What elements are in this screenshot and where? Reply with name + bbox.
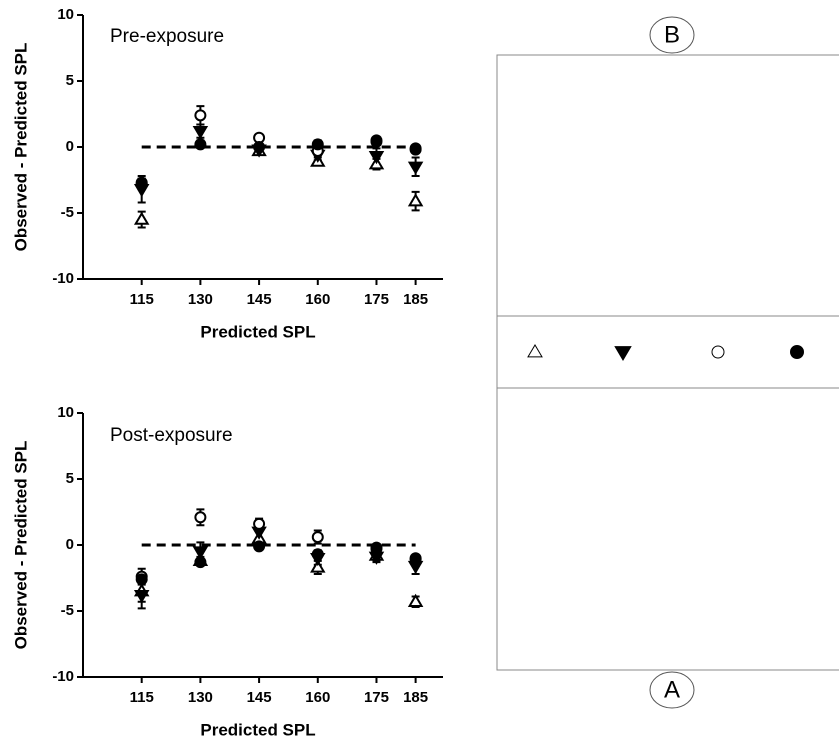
y-tick-label: -5 [61, 204, 74, 221]
panel-label: B [664, 21, 680, 48]
legend-marker [614, 346, 632, 361]
marker [194, 138, 207, 151]
x-tick-label: 145 [247, 291, 272, 308]
x-tick-label: 175 [364, 689, 389, 706]
marker [194, 511, 207, 524]
marker [192, 546, 209, 560]
x-tick-label: 115 [130, 291, 154, 308]
x-tick-label: 160 [305, 291, 330, 308]
chart-title: Pre-exposure [110, 26, 224, 47]
marker [370, 542, 383, 555]
marker [194, 556, 207, 569]
y-tick-label: -10 [52, 270, 74, 287]
y-tick-label: 0 [66, 138, 74, 155]
marker [311, 548, 324, 561]
marker [192, 125, 209, 140]
marker [407, 593, 424, 607]
x-tick-label: 115 [130, 689, 154, 706]
x-axis-label: Predicted SPL [200, 322, 315, 341]
legend-marker [711, 345, 725, 359]
diagram-box [496, 54, 839, 671]
y-tick-label: -5 [61, 602, 74, 619]
marker [133, 211, 150, 225]
x-tick-label: 130 [188, 291, 213, 308]
x-tick-label: 160 [305, 689, 330, 706]
marker [194, 109, 207, 122]
y-tick-label: 5 [66, 470, 74, 487]
y-axis-label: Observed - Predicted SPL [11, 43, 30, 252]
y-tick-label: 5 [66, 72, 74, 89]
marker [253, 517, 266, 530]
y-tick-label: 10 [57, 6, 74, 23]
x-tick-label: 185 [403, 689, 428, 706]
chart-title: Post-exposure [110, 425, 233, 446]
y-tick-label: -10 [52, 668, 74, 685]
marker [407, 193, 424, 207]
marker [311, 138, 324, 151]
x-tick-label: 175 [364, 291, 389, 308]
x-axis-label: Predicted SPL [200, 720, 315, 739]
marker [135, 573, 148, 586]
legend-marker [790, 345, 804, 359]
y-tick-label: 10 [57, 404, 74, 421]
marker [409, 553, 422, 566]
label-circle [649, 671, 695, 709]
marker [407, 161, 424, 175]
marker [311, 531, 324, 544]
x-tick-label: 145 [247, 689, 272, 706]
marker [135, 176, 148, 189]
label-circle [649, 16, 695, 54]
panel-label: A [664, 676, 680, 703]
y-axis-label: Observed - Predicted SPL [11, 441, 30, 650]
x-tick-label: 130 [188, 689, 213, 706]
x-tick-label: 185 [403, 291, 428, 308]
marker [368, 151, 385, 165]
y-tick-label: 0 [66, 536, 74, 553]
marker [253, 141, 266, 153]
marker [253, 540, 266, 553]
marker [370, 134, 383, 147]
legend-marker [527, 344, 543, 358]
marker [310, 559, 326, 573]
marker [133, 589, 150, 604]
marker [409, 143, 422, 156]
